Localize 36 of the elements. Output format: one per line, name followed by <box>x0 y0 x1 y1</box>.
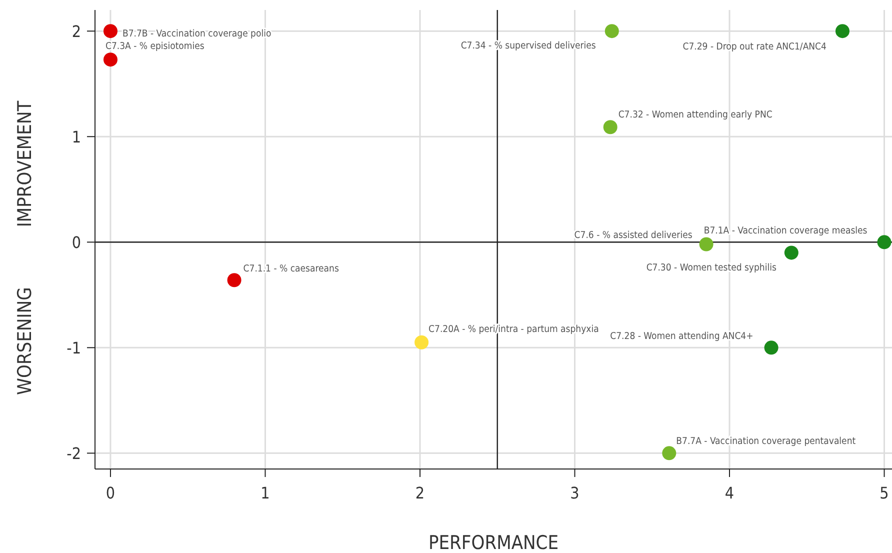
annotation: C7.28 - Women attending ANC4+ <box>610 331 754 342</box>
annotation: C7.29 - Drop out rate ANC1/ANC4 <box>682 42 826 53</box>
x-tick-label: 4 <box>724 483 734 502</box>
point <box>604 24 619 38</box>
point <box>764 340 778 355</box>
point <box>103 52 118 67</box>
point <box>227 273 242 288</box>
x-tick-label: 0 <box>106 483 116 502</box>
point <box>835 24 850 38</box>
annotation: C7.3A - % episiotomies <box>105 41 205 52</box>
point <box>784 246 798 260</box>
text: WORSENING <box>14 286 36 394</box>
x-tick-label: 5 <box>880 483 889 502</box>
y-tick-label: 0 <box>72 232 81 252</box>
annotation: B7.7B - Vaccination coverage polio <box>122 28 272 40</box>
y-tick-label: -1 <box>66 338 81 358</box>
point <box>699 237 714 252</box>
x-axis-title: PERFORMANCE <box>428 532 559 553</box>
x-tick-label: 2 <box>415 483 425 502</box>
y-axis-title: IMPROVEMENT <box>14 100 36 227</box>
x-tick-label: 3 <box>570 483 580 502</box>
point <box>603 120 618 134</box>
point <box>103 24 118 38</box>
y-tick-label: 1 <box>72 127 81 146</box>
annotation: C7.32 - Women attending early PNC <box>618 110 772 121</box>
point <box>877 235 892 250</box>
y-tick-label: 2 <box>72 22 81 41</box>
annotation: C7.1.1 - % caesareans <box>243 264 340 275</box>
y-tick-label: -2 <box>66 444 81 463</box>
x-tick-label: 1 <box>260 483 270 502</box>
annotation: C7.30 - Women tested syphilis <box>646 262 777 274</box>
annotation: B7.1A - Vaccination coverage measles <box>704 226 868 237</box>
annotation: C7.6 - % assisted deliveries <box>574 230 693 241</box>
point <box>662 446 676 460</box>
point <box>414 335 429 350</box>
annotation: B7.7A - Vaccination coverage pentavalent <box>676 436 856 447</box>
